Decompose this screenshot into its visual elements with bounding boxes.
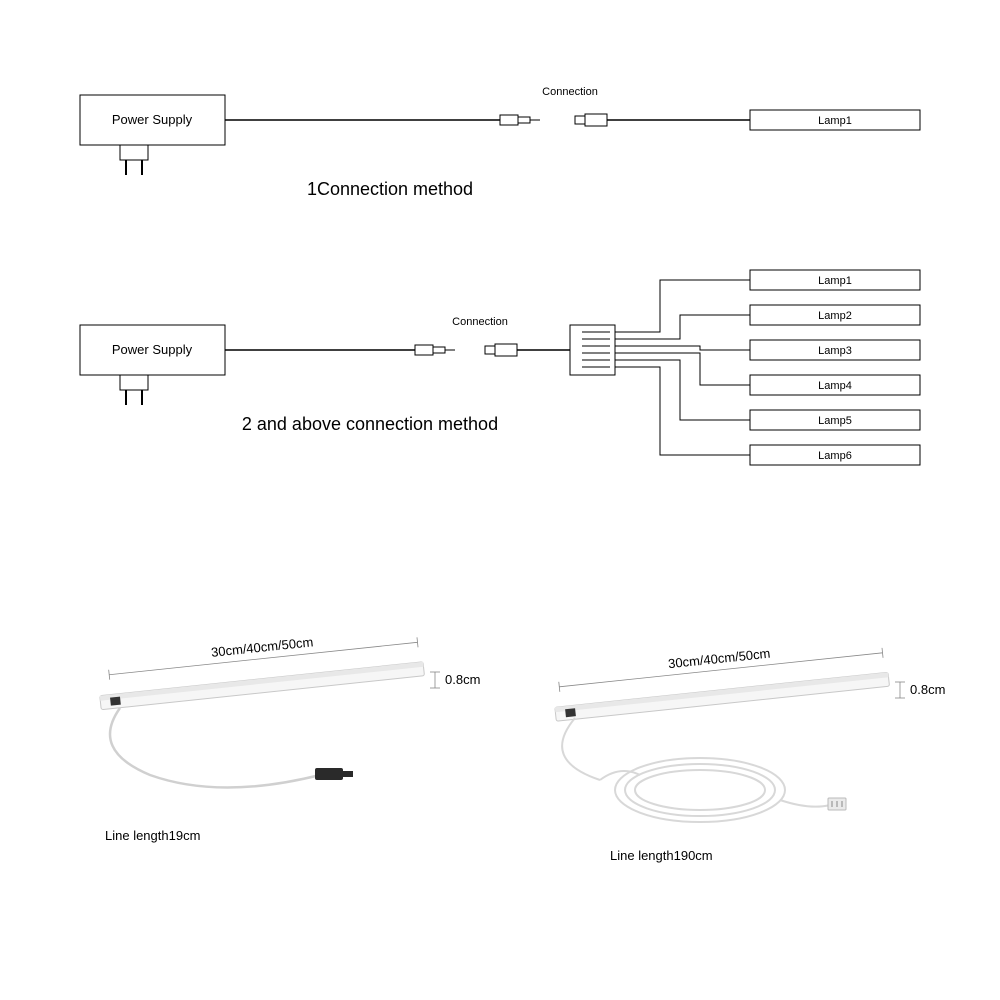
connection-label: Connection (542, 86, 598, 98)
svg-text:Lamp6: Lamp6 (818, 450, 852, 462)
dc-plug-female-icon (575, 114, 607, 126)
svg-text:Lamp4: Lamp4 (818, 380, 852, 392)
height-dimension: 0.8cm (910, 682, 945, 697)
connection-diagram-2: Power Supply Connection Lamp1 Lamp2 (0, 250, 1000, 510)
product-right: 30cm/40cm/50cm 0.8cm Line (555, 634, 946, 863)
svg-text:Lamp1: Lamp1 (818, 275, 852, 287)
svg-text:Lamp2: Lamp2 (818, 310, 852, 322)
length-dimension: 30cm/40cm/50cm (667, 646, 771, 672)
wire-coil-long (562, 718, 830, 822)
dc-plug-male-icon (415, 345, 455, 355)
dc-barrel-icon (315, 768, 353, 780)
wire-short (110, 708, 320, 788)
product-drawings: 30cm/40cm/50cm 0.8cm Line length19cm 30c (0, 600, 1000, 950)
connection-diagram-1: Power Supply Connection Lamp1 1Connectio… (0, 80, 1000, 220)
lamp-label: Lamp1 (818, 115, 852, 127)
lamp-boxes: Lamp1 Lamp2 Lamp3 Lamp4 Lamp5 Lamp6 (750, 270, 920, 465)
connection-label: Connection (452, 316, 508, 328)
small-connector-icon (828, 798, 846, 810)
svg-text:Lamp5: Lamp5 (818, 415, 852, 427)
diagram-2-title: 2 and above connection method (242, 414, 498, 434)
svg-text:Lamp3: Lamp3 (818, 345, 852, 357)
height-dimension: 0.8cm (445, 672, 480, 687)
length-dimension: 30cm/40cm/50cm (210, 634, 314, 660)
dc-plug-male-icon (500, 115, 540, 125)
dc-plug-female-icon (485, 344, 517, 356)
product-left: 30cm/40cm/50cm 0.8cm Line length19cm (100, 623, 481, 843)
line-length-label: Line length190cm (610, 848, 713, 863)
diagram-1-title: 1Connection method (307, 179, 473, 199)
fanout-wires (615, 280, 750, 455)
power-supply-label: Power Supply (112, 112, 193, 127)
power-supply-label: Power Supply (112, 342, 193, 357)
line-length-label: Line length19cm (105, 828, 200, 843)
